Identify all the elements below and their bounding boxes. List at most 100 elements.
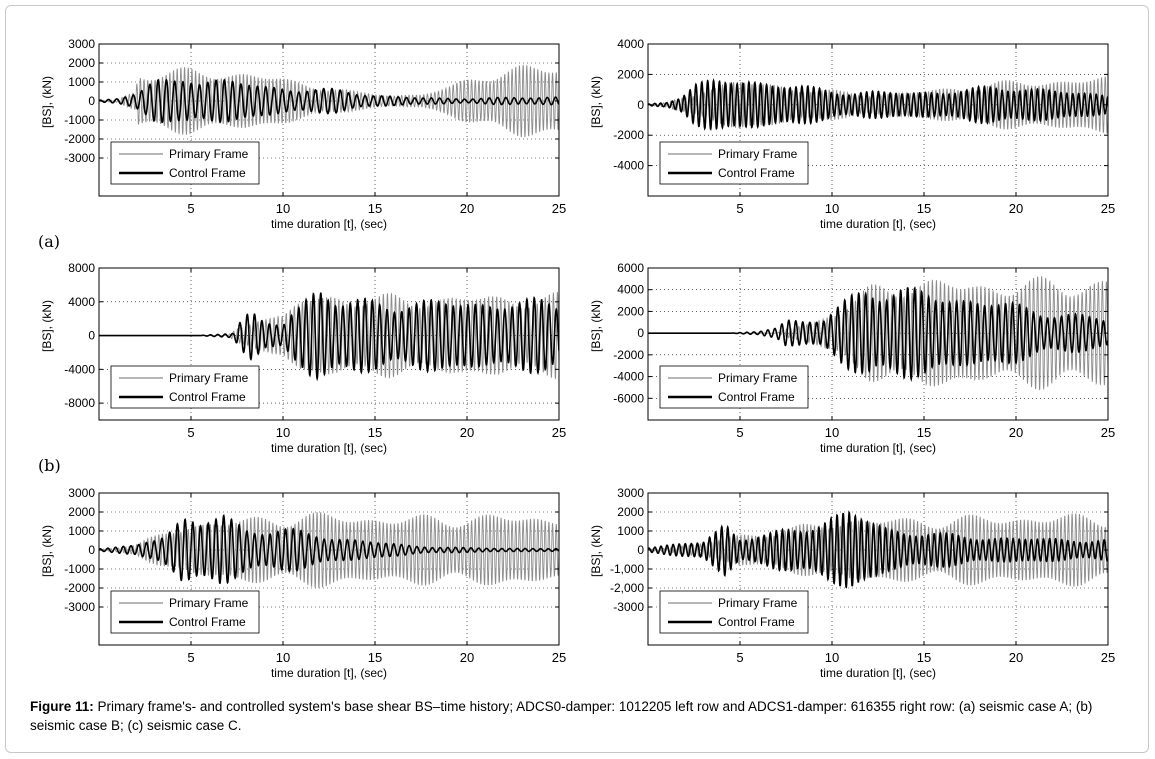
x-axis-label: time duration [t], (sec) [271, 666, 387, 680]
chart-b-left: 5 10 15 20 25 8000 4000 0 -4000 -8000 time duratio… [40, 261, 566, 455]
x-tick-label: 25 [1101, 201, 1115, 216]
y-tick-label: -2000 [613, 348, 644, 362]
x-tick-label: 20 [1009, 650, 1023, 665]
chart-a-right: 5 10 15 20 25 4000 2000 0 -2000 -4000 time duratio… [589, 37, 1115, 231]
series-group [99, 64, 559, 138]
y-tick-label: -3000 [64, 151, 95, 165]
y-tick-label: -4000 [613, 370, 644, 384]
x-axis-label: time duration [t], (sec) [820, 666, 936, 680]
y-tick-label: 3000 [68, 37, 95, 51]
y-tick-label: 1000 [617, 524, 644, 538]
x-tick-label: 5 [187, 425, 194, 440]
legend-label-primary: Primary Frame [718, 147, 798, 161]
x-tick-label: 25 [552, 201, 566, 216]
series-group [99, 291, 559, 382]
legend-box [659, 590, 809, 634]
legend-label-control: Control Frame [718, 615, 795, 629]
x-tick-label: 10 [276, 201, 290, 216]
x-tick-label: 25 [552, 650, 566, 665]
x-tick-label: 20 [460, 425, 474, 440]
row-label-a: (a) [38, 232, 61, 251]
axes-frame [98, 267, 560, 421]
y-tick-label: 2000 [68, 56, 95, 70]
y-tick-label: -2,000 [610, 581, 644, 595]
axes-frame [647, 267, 1109, 421]
legend-label-primary: Primary Frame [718, 596, 798, 610]
legend-label-control: Control Frame [718, 166, 795, 180]
x-tick-label: 25 [1101, 425, 1115, 440]
legend-label-control: Control Frame [718, 390, 795, 404]
legend-label-primary: Primary Frame [169, 596, 249, 610]
y-tick-label: -3000 [613, 600, 644, 614]
y-tick-label: -3000 [64, 600, 95, 614]
legend-label-control: Control Frame [169, 615, 246, 629]
caption-text: Primary frame's- and controlled system's… [30, 699, 1093, 733]
x-tick-label: 15 [917, 201, 931, 216]
y-tick-label: 0 [637, 98, 644, 112]
series-line-control [648, 78, 1108, 131]
series-group [99, 512, 559, 589]
legend-label-primary: Primary Frame [718, 371, 798, 385]
series-group [648, 276, 1108, 391]
y-tick-label: 6000 [617, 261, 644, 275]
series-line-control [99, 292, 559, 382]
figure-canvas: 5 10 15 20 253000200010000-1000-2000-3000tim… [40, 37, 1115, 680]
y-tick-label: 3000 [68, 486, 95, 500]
x-tick-label: 10 [276, 425, 290, 440]
legend: Primary Frame Control Frame [110, 365, 260, 409]
y-tick-label: 0 [88, 94, 95, 108]
y-tick-label: -4000 [64, 362, 95, 376]
y-tick-label: 8000 [68, 261, 95, 275]
y-tick-label: -4000 [613, 159, 644, 173]
legend-box [110, 365, 260, 409]
x-tick-label: 10 [825, 425, 839, 440]
legend: Primary Frame Control Frame [110, 141, 260, 185]
x-tick-label: 5 [736, 201, 743, 216]
y-tick-label: 3000 [617, 486, 644, 500]
y-tick-label: 0 [88, 329, 95, 343]
x-tick-label: 10 [825, 201, 839, 216]
chart-a-left: 5 10 15 20 25 3000 2000 1000 0 -1000 -2000 -3000 tim… [40, 37, 566, 231]
legend: Primary Frame Control Frame [659, 365, 809, 409]
y-tick-label: 4000 [68, 295, 95, 309]
x-tick-label: 15 [368, 425, 382, 440]
series-line-primary [99, 512, 559, 589]
legend-box [659, 365, 809, 409]
x-axis-label: time duration [t], (sec) [820, 217, 936, 231]
y-axis-label: [BS], (kN) [589, 525, 603, 577]
x-axis-label: time duration [t], (sec) [820, 441, 936, 455]
x-tick-label: 20 [460, 650, 474, 665]
x-tick-label: 15 [917, 650, 931, 665]
y-tick-label: -2000 [613, 128, 644, 142]
x-tick-label: 5 [736, 650, 743, 665]
x-tick-label: 10 [276, 650, 290, 665]
figure-caption: Figure 11: Primary frame's- and controll… [30, 697, 1130, 735]
axes-frame [647, 43, 1109, 197]
y-tick-label: 4000 [617, 37, 644, 51]
y-axis-label: [BS], (kN) [40, 76, 54, 128]
y-tick-label: 2000 [617, 304, 644, 318]
y-tick-label: -6000 [613, 391, 644, 405]
row-label-b: (b) [38, 456, 61, 475]
y-tick-label: -1000 [64, 113, 95, 127]
x-tick-label: 20 [1009, 201, 1023, 216]
legend-box [110, 590, 260, 634]
y-tick-label: 2000 [68, 505, 95, 519]
caption-label: Figure 11: [30, 699, 94, 714]
y-axis-label: [BS], (kN) [589, 300, 603, 352]
x-tick-label: 15 [368, 650, 382, 665]
y-axis-label: [BS], (kN) [40, 525, 54, 577]
series-line-control [648, 286, 1108, 383]
x-tick-label: 10 [825, 650, 839, 665]
x-tick-label: 25 [552, 425, 566, 440]
x-tick-label: 5 [187, 201, 194, 216]
y-tick-label: -8000 [64, 396, 95, 410]
x-tick-label: 15 [917, 425, 931, 440]
y-axis-label: [BS], (kN) [589, 76, 603, 128]
chart-b-right: 5 10 15 20 25 6000 4000 2000 0 -2000 -4000 -6000 tim… [589, 261, 1115, 455]
chart-c-left: 5 10 15 20 25 3000 2000 1000 0 -1000 -2000 -3000 tim… [40, 486, 566, 680]
y-tick-label: -1000 [64, 562, 95, 576]
x-tick-label: 5 [736, 425, 743, 440]
legend-box [659, 141, 809, 185]
series-group [648, 76, 1108, 134]
